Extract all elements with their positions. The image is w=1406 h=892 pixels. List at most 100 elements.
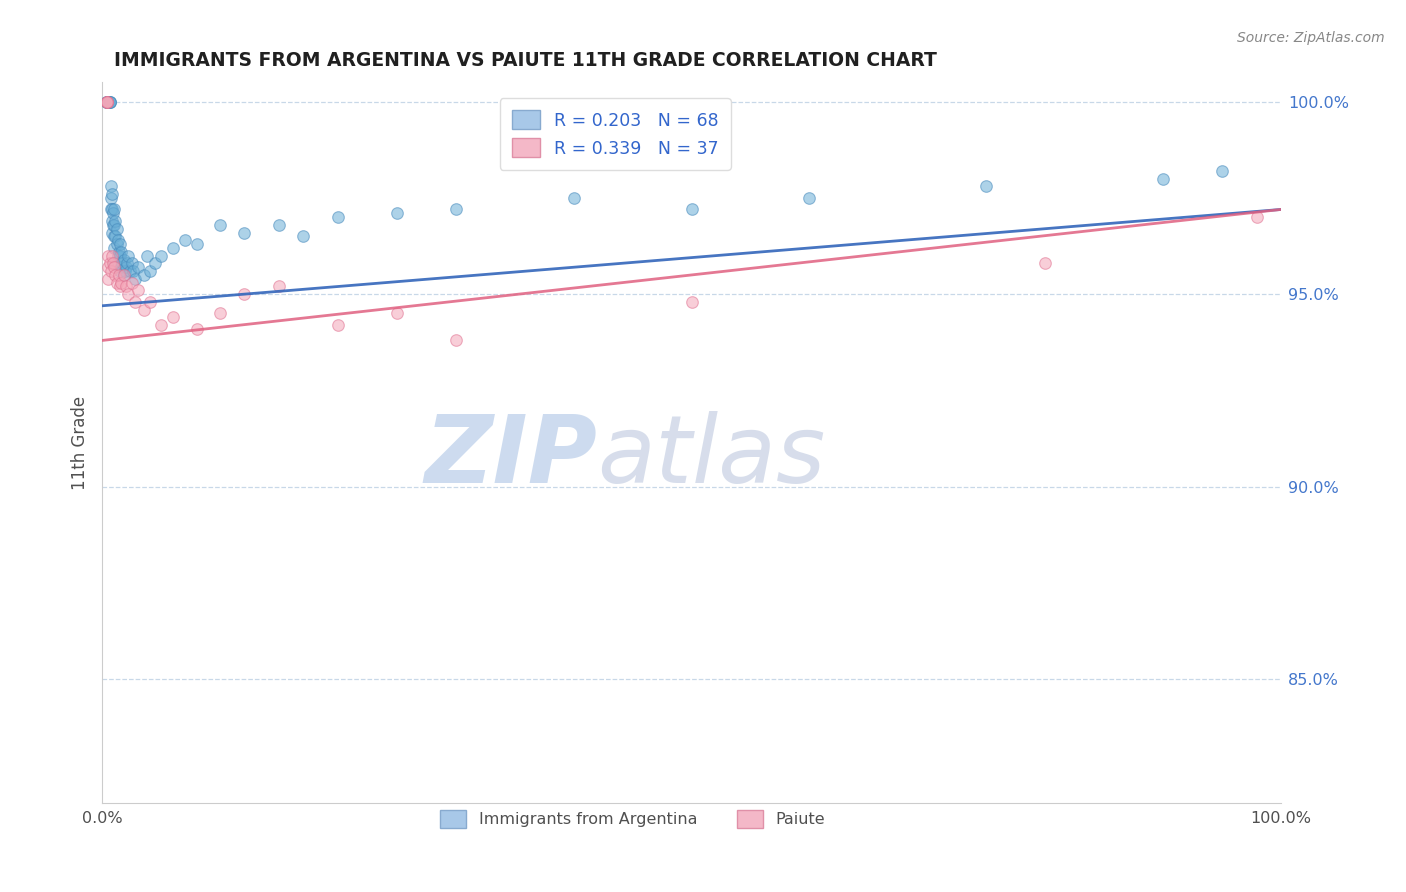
Point bbox=[1033, 256, 1056, 270]
Point bbox=[162, 241, 184, 255]
Point bbox=[98, 95, 121, 109]
Point bbox=[108, 249, 131, 263]
Point bbox=[100, 264, 122, 278]
Point bbox=[1152, 171, 1174, 186]
Point bbox=[96, 95, 118, 109]
Point bbox=[681, 294, 703, 309]
Point bbox=[108, 279, 131, 293]
Point bbox=[101, 214, 124, 228]
Point bbox=[1246, 210, 1268, 224]
Point bbox=[94, 95, 117, 109]
Point bbox=[145, 256, 167, 270]
Point bbox=[681, 202, 703, 217]
Point bbox=[105, 237, 128, 252]
Y-axis label: 11th Grade: 11th Grade bbox=[72, 395, 89, 490]
Point bbox=[138, 264, 160, 278]
Point bbox=[97, 95, 120, 109]
Point bbox=[104, 214, 127, 228]
Text: atlas: atlas bbox=[598, 411, 825, 502]
Point bbox=[127, 260, 149, 275]
Point bbox=[209, 218, 232, 232]
Point bbox=[232, 226, 254, 240]
Point bbox=[117, 249, 139, 263]
Point bbox=[110, 244, 132, 259]
Point bbox=[124, 272, 146, 286]
Point bbox=[108, 237, 131, 252]
Point bbox=[174, 233, 197, 247]
Point bbox=[98, 95, 121, 109]
Point bbox=[98, 95, 121, 109]
Point bbox=[124, 294, 146, 309]
Point bbox=[101, 249, 124, 263]
Point bbox=[111, 256, 134, 270]
Point bbox=[562, 191, 585, 205]
Point bbox=[108, 268, 131, 282]
Point bbox=[122, 264, 145, 278]
Point bbox=[385, 306, 408, 320]
Point bbox=[121, 276, 143, 290]
Point bbox=[110, 276, 132, 290]
Point bbox=[136, 249, 159, 263]
Point bbox=[385, 206, 408, 220]
Point bbox=[101, 206, 124, 220]
Point bbox=[107, 233, 129, 247]
Point bbox=[117, 287, 139, 301]
Point bbox=[132, 268, 155, 282]
Point bbox=[104, 229, 127, 244]
Point bbox=[209, 306, 232, 320]
Point bbox=[100, 191, 122, 205]
Point bbox=[269, 218, 291, 232]
Point bbox=[114, 264, 136, 278]
Point bbox=[103, 260, 125, 275]
Point bbox=[110, 260, 132, 275]
Point bbox=[103, 202, 125, 217]
Point bbox=[103, 241, 125, 255]
Text: Source: ZipAtlas.com: Source: ZipAtlas.com bbox=[1237, 31, 1385, 45]
Point bbox=[444, 334, 467, 348]
Point bbox=[444, 202, 467, 217]
Point bbox=[100, 202, 122, 217]
Point bbox=[115, 260, 138, 275]
Point bbox=[97, 260, 120, 275]
Point bbox=[97, 95, 120, 109]
Point bbox=[138, 294, 160, 309]
Text: ZIP: ZIP bbox=[425, 411, 598, 503]
Point bbox=[186, 237, 208, 252]
Point bbox=[96, 95, 118, 109]
Point bbox=[100, 179, 122, 194]
Point bbox=[101, 218, 124, 232]
Point bbox=[326, 318, 349, 332]
Point bbox=[103, 229, 125, 244]
Point bbox=[103, 256, 125, 270]
Point bbox=[103, 218, 125, 232]
Point bbox=[112, 268, 135, 282]
Point bbox=[101, 202, 124, 217]
Point bbox=[115, 256, 138, 270]
Point bbox=[97, 95, 120, 109]
Point bbox=[96, 95, 118, 109]
Point bbox=[98, 256, 121, 270]
Point bbox=[121, 256, 143, 270]
Point bbox=[108, 244, 131, 259]
Point bbox=[150, 318, 173, 332]
Point bbox=[112, 268, 135, 282]
Point bbox=[132, 302, 155, 317]
Text: IMMIGRANTS FROM ARGENTINA VS PAIUTE 11TH GRADE CORRELATION CHART: IMMIGRANTS FROM ARGENTINA VS PAIUTE 11TH… bbox=[114, 51, 936, 70]
Point bbox=[115, 279, 138, 293]
Point bbox=[186, 322, 208, 336]
Point bbox=[1211, 164, 1233, 178]
Point bbox=[127, 283, 149, 297]
Point bbox=[118, 264, 141, 278]
Point bbox=[97, 249, 120, 263]
Point bbox=[101, 187, 124, 202]
Point bbox=[291, 229, 314, 244]
Point bbox=[269, 279, 291, 293]
Point bbox=[96, 95, 118, 109]
Legend: Immigrants from Argentina, Paiute: Immigrants from Argentina, Paiute bbox=[434, 804, 831, 834]
Point bbox=[97, 272, 120, 286]
Point bbox=[104, 268, 127, 282]
Point bbox=[101, 226, 124, 240]
Point bbox=[105, 276, 128, 290]
Point bbox=[162, 310, 184, 325]
Point bbox=[232, 287, 254, 301]
